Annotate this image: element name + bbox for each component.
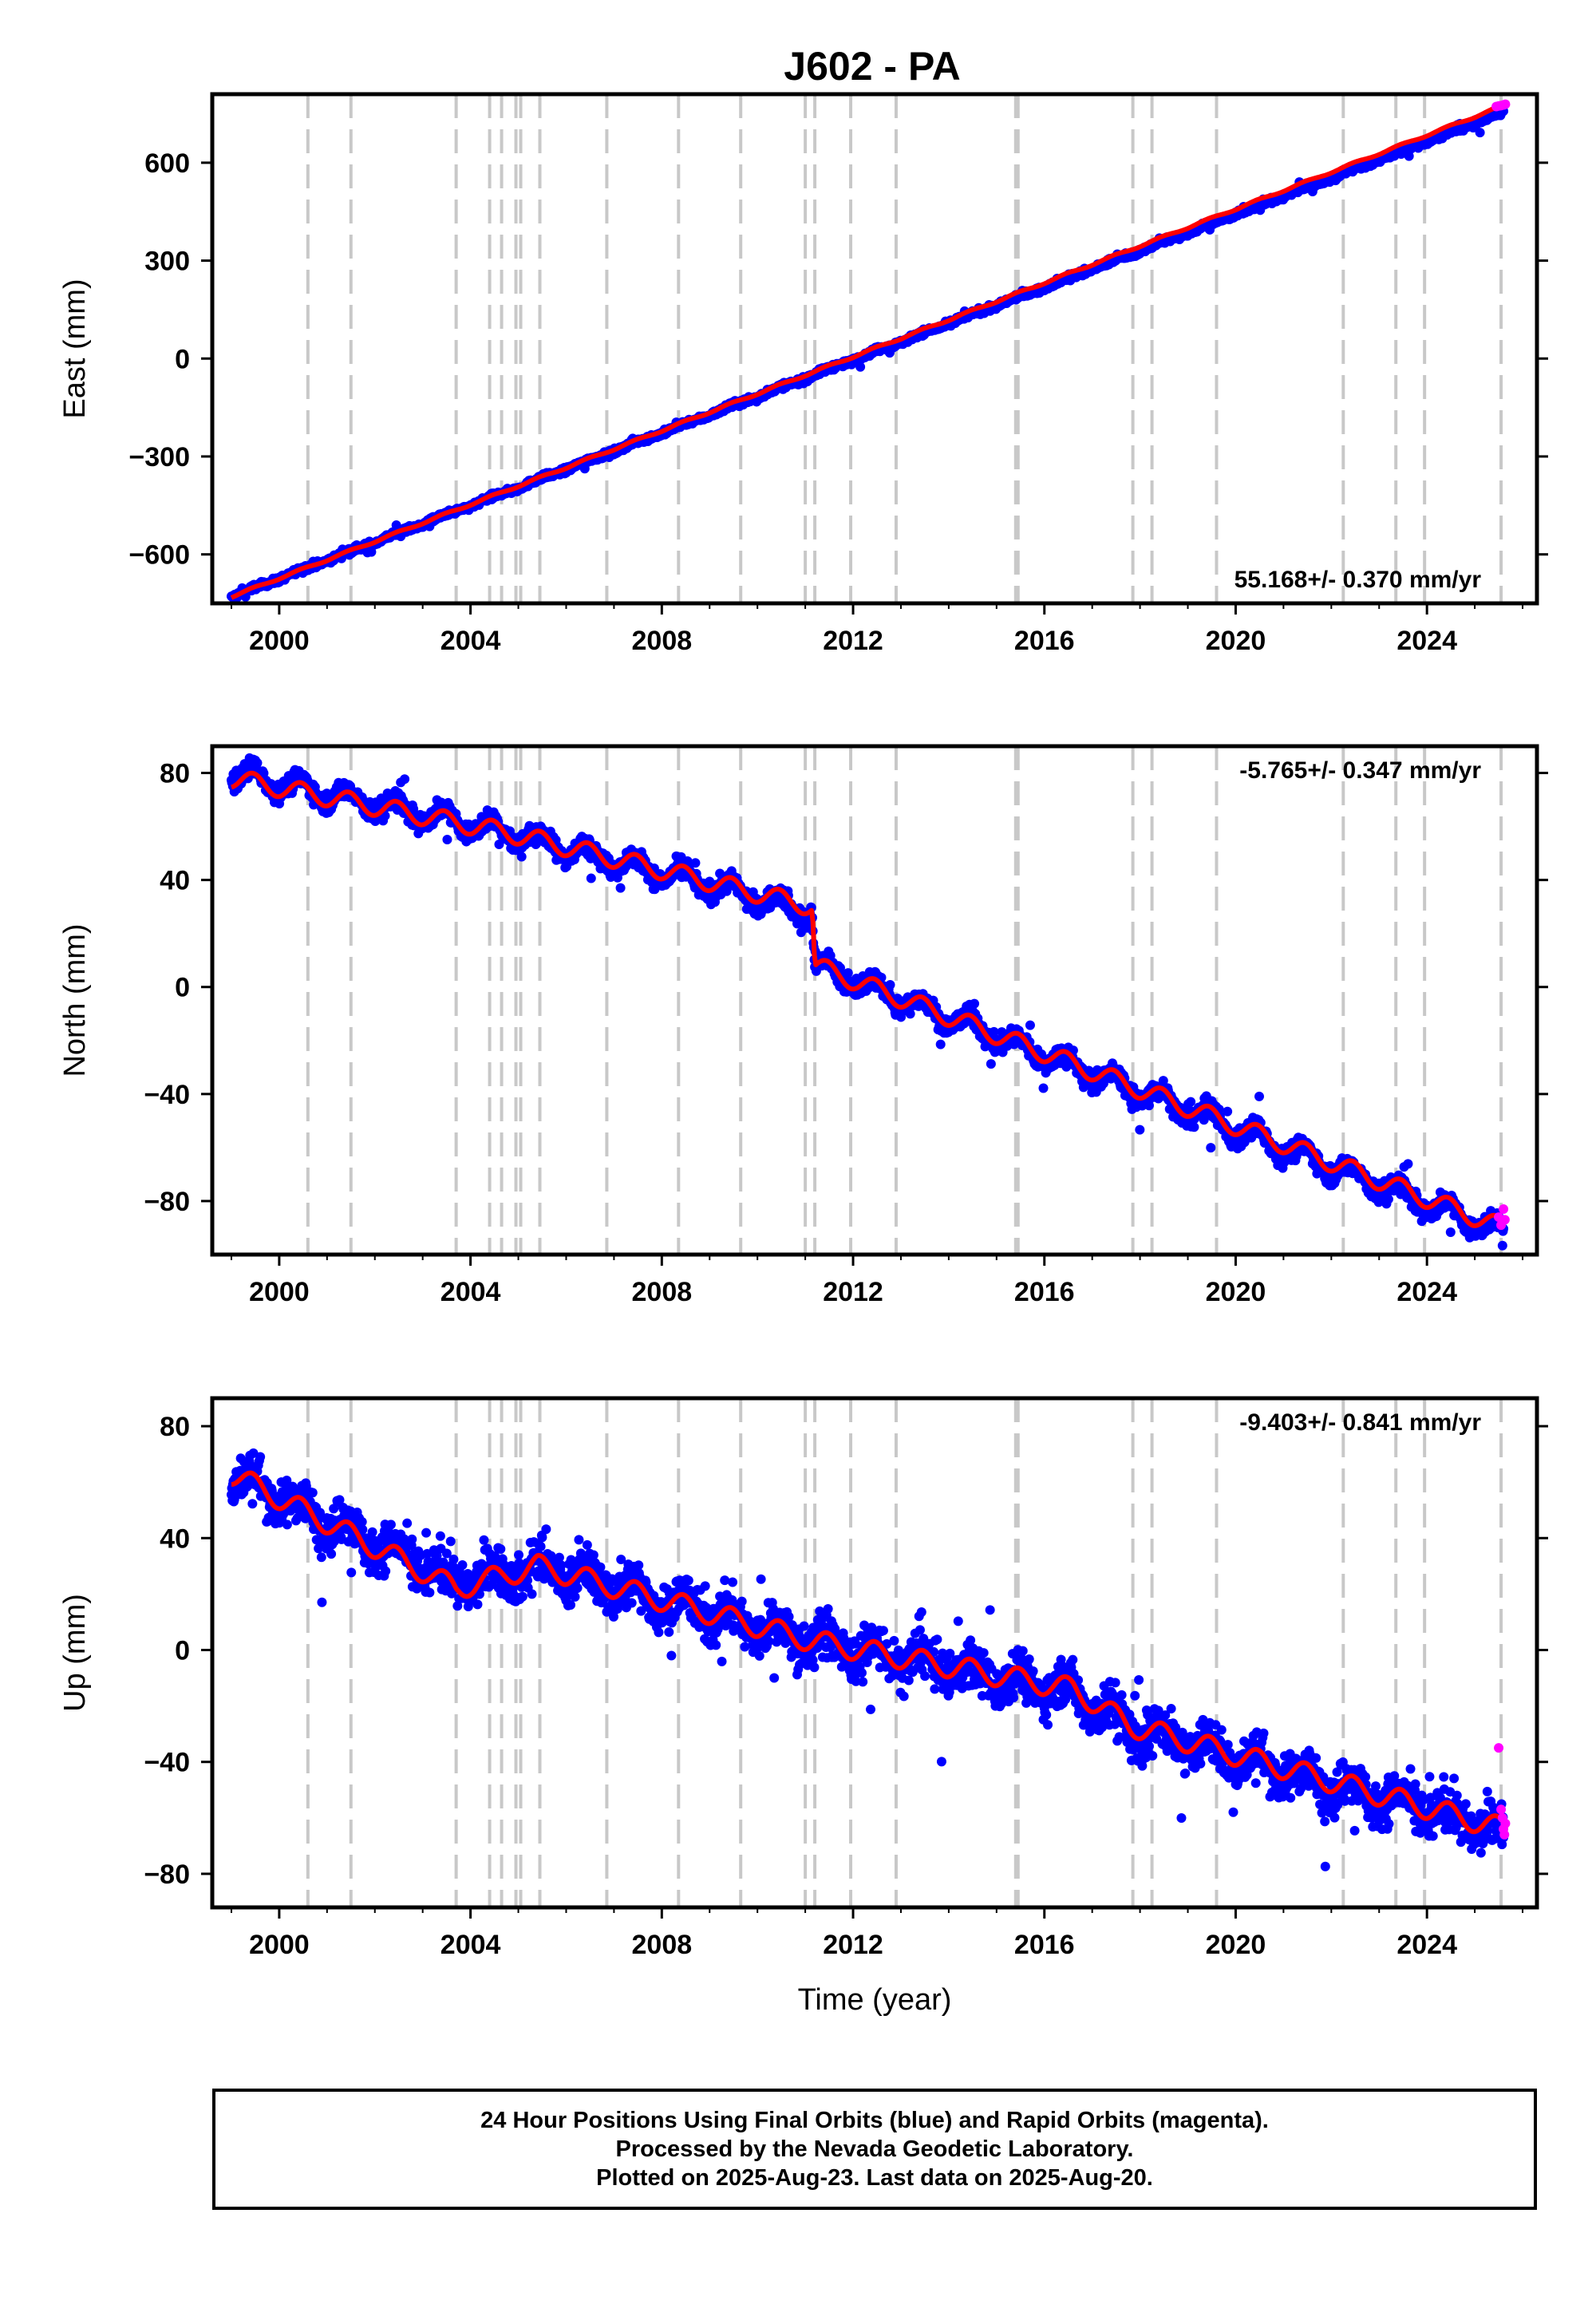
final-point [935, 1039, 946, 1049]
x-tick-label: 2016 [1014, 626, 1075, 656]
final-point [690, 858, 701, 868]
rate-annotation: 55.168+/- 0.370 mm/yr [1235, 567, 1482, 593]
chart-title: J602 - PA [784, 44, 960, 89]
final-point [1206, 1143, 1216, 1153]
final-point [986, 1059, 996, 1069]
final-point [1223, 1106, 1233, 1117]
panel-east: 2000 2004 2008 2012 2016 2020 2024 −600 −300 0 300… [58, 92, 1548, 656]
panel-north: 2000 2004 2008 2012 2016 2020 2024−80−4004080N… [58, 732, 1548, 1307]
x-tick-label: 2012 [823, 626, 883, 656]
final-point [586, 873, 596, 883]
final-point [843, 968, 853, 978]
x-tick-label: 2008 [632, 626, 693, 656]
x-tick-label: 2024 [1396, 626, 1457, 656]
rapid-point [1500, 99, 1511, 109]
final-point [1475, 128, 1485, 138]
final-point [251, 732, 261, 741]
x-tick-label: 2020 [1206, 626, 1266, 656]
final-point [1189, 1122, 1199, 1132]
final-point [1038, 1083, 1049, 1093]
final-point [400, 774, 410, 785]
final-orbit-points [226, 732, 1509, 1251]
y-tick-label: −300 [128, 442, 190, 472]
y-tick-label: 300 [144, 247, 190, 277]
y-tick-label: 600 [144, 148, 190, 179]
final-point [1186, 1097, 1196, 1107]
x-tick-label: 2004 [440, 626, 501, 656]
x-tick-label: 2000 [249, 626, 310, 656]
final-point [1254, 1091, 1264, 1101]
y-tick-label: −600 [128, 540, 190, 571]
final-point [615, 883, 626, 893]
final-point [516, 852, 527, 862]
final-point [1025, 1020, 1035, 1030]
final-point [970, 998, 980, 1009]
final-point [855, 362, 866, 372]
final-point [1135, 1124, 1145, 1135]
y-tick-label: 0 [175, 344, 190, 374]
y-axis-label: East (mm) [58, 279, 92, 418]
final-point [885, 979, 895, 990]
model-line [230, 102, 1505, 600]
final-point [442, 835, 452, 845]
